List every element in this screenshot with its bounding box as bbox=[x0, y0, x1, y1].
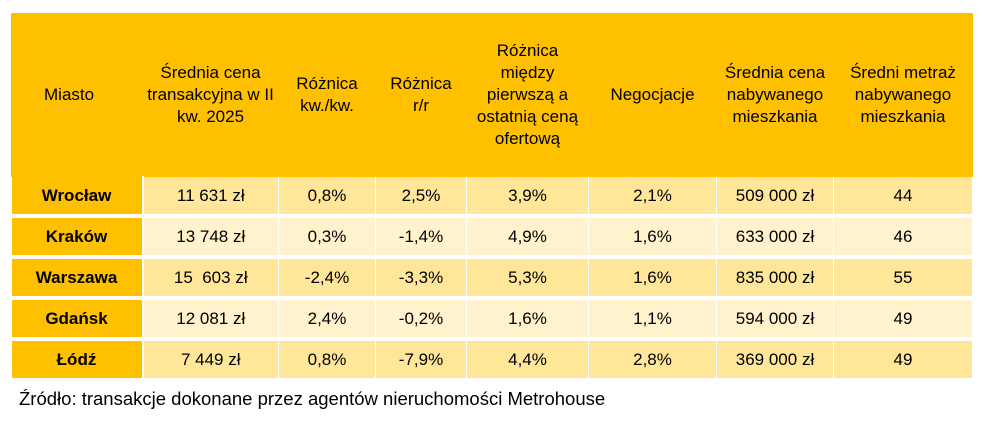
header-avg-price: Średnia cena transakcyjna w II kw. 2025 bbox=[142, 13, 279, 177]
header-row: Miasto Średnia cena transakcyjna w II kw… bbox=[11, 13, 973, 177]
avg-apartment-size-cell: 55 bbox=[833, 257, 973, 300]
header-yoy-change: Różnica r/r bbox=[375, 13, 467, 177]
offer-difference-cell: 1,6% bbox=[466, 298, 589, 341]
city-name: Gdańsk bbox=[11, 298, 144, 341]
qoq-change-cell: 0,8% bbox=[278, 176, 376, 218]
offer-difference-cell: 4,4% bbox=[466, 339, 589, 382]
offer-difference-cell: 5,3% bbox=[466, 257, 589, 300]
header-qoq-change: Różnica kw./kw. bbox=[278, 13, 376, 177]
avg-price-cell: 15 603 zł bbox=[142, 257, 279, 300]
avg-price-cell: 13 748 zł bbox=[142, 216, 279, 259]
avg-apartment-price-cell: 633 000 zł bbox=[716, 216, 834, 259]
negotiations-cell: 1,6% bbox=[588, 257, 717, 300]
yoy-change-cell: -7,9% bbox=[375, 339, 467, 382]
qoq-change-cell: 0,8% bbox=[278, 339, 376, 382]
yoy-change-cell: -3,3% bbox=[375, 257, 467, 300]
qoq-change-cell: 0,3% bbox=[278, 216, 376, 259]
negotiations-cell: 2,8% bbox=[588, 339, 717, 382]
avg-apartment-price-cell: 369 000 zł bbox=[716, 339, 834, 382]
avg-apartment-size-cell: 49 bbox=[833, 339, 973, 382]
negotiations-cell: 1,6% bbox=[588, 216, 717, 259]
header-offer-price-difference: Różnica między pierwszą a ostatnią ceną … bbox=[466, 13, 589, 177]
avg-price-cell: 12 081 zł bbox=[142, 298, 279, 341]
yoy-change-cell: -1,4% bbox=[375, 216, 467, 259]
source-note: Źródło: transakcje dokonane przez agentó… bbox=[19, 388, 606, 409]
table-row: Wrocław 11 631 zł 0,8% 2,5% 3,9% 2,1% 50… bbox=[11, 176, 973, 218]
avg-apartment-size-cell: 44 bbox=[833, 176, 973, 218]
city-name: Wrocław bbox=[11, 176, 144, 218]
city-name: Kraków bbox=[11, 216, 144, 259]
avg-apartment-price-cell: 835 000 zł bbox=[716, 257, 834, 300]
avg-apartment-price-cell: 594 000 zł bbox=[716, 298, 834, 341]
avg-apartment-price-cell: 509 000 zł bbox=[716, 176, 834, 218]
table-row: Kraków 13 748 zł 0,3% -1,4% 4,9% 1,6% 63… bbox=[11, 216, 973, 259]
offer-difference-cell: 3,9% bbox=[466, 176, 589, 218]
table-row: Gdańsk 12 081 zł 2,4% -0,2% 1,6% 1,1% 59… bbox=[11, 298, 973, 341]
city-name: Warszawa bbox=[11, 257, 144, 300]
header-avg-apartment-size: Średni metraż nabywanego mieszkania bbox=[833, 13, 973, 177]
apartment-prices-table: Miasto Średnia cena transakcyjna w II kw… bbox=[11, 13, 973, 382]
avg-apartment-size-cell: 49 bbox=[833, 298, 973, 341]
city-name: Łódź bbox=[11, 339, 144, 382]
avg-price-cell: 7 449 zł bbox=[142, 339, 279, 382]
avg-price-cell: 11 631 zł bbox=[142, 176, 279, 218]
table-row: Warszawa 15 603 zł -2,4% -3,3% 5,3% 1,6%… bbox=[11, 257, 973, 300]
avg-apartment-size-cell: 46 bbox=[833, 216, 973, 259]
header-avg-apartment-price: Średnia cena nabywanego mieszkania bbox=[716, 13, 834, 177]
negotiations-cell: 1,1% bbox=[588, 298, 717, 341]
qoq-change-cell: 2,4% bbox=[278, 298, 376, 341]
yoy-change-cell: -0,2% bbox=[375, 298, 467, 341]
header-negotiations: Negocjacje bbox=[588, 13, 717, 177]
qoq-change-cell: -2,4% bbox=[278, 257, 376, 300]
yoy-change-cell: 2,5% bbox=[375, 176, 467, 218]
header-city: Miasto bbox=[11, 13, 143, 177]
negotiations-cell: 2,1% bbox=[588, 176, 717, 218]
table-row: Łódź 7 449 zł 0,8% -7,9% 4,4% 2,8% 369 0… bbox=[11, 339, 973, 382]
offer-difference-cell: 4,9% bbox=[466, 216, 589, 259]
